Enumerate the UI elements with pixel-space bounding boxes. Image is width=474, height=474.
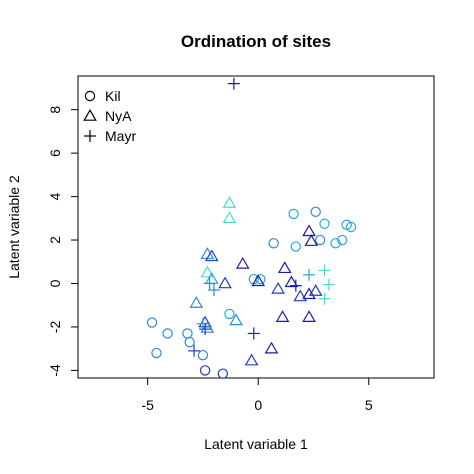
y-tick-label: 4 (47, 192, 63, 200)
point-kil (288, 208, 299, 220)
x-tick-label: -5 (141, 397, 154, 413)
point-mayr (303, 268, 316, 281)
y-tick-label: 0 (47, 279, 63, 287)
point-nya (222, 196, 237, 208)
point-kil (314, 234, 326, 246)
point-nya (189, 296, 204, 308)
point-nya (200, 247, 215, 259)
point-mayr (247, 327, 260, 340)
point-kil (290, 241, 302, 252)
point-mayr (196, 317, 209, 330)
point-nya (235, 256, 250, 269)
y-tick-label: 8 (47, 106, 63, 114)
point-mayr (227, 77, 240, 90)
legend: Kil NyA Mayr (83, 88, 136, 144)
x-tick-label: 5 (365, 397, 373, 413)
legend-label: NyA (105, 108, 132, 124)
legend-triangle-icon (83, 109, 97, 121)
point-kil (330, 238, 341, 249)
point-kil (199, 365, 211, 376)
point-nya (308, 284, 323, 296)
point-kil (151, 347, 162, 359)
data-points (146, 77, 357, 379)
point-mayr (207, 284, 220, 297)
x-axis: -5 0 5 (141, 377, 373, 413)
point-nya (293, 289, 308, 302)
point-nya (229, 313, 243, 326)
legend-plus-icon (84, 130, 96, 142)
point-kil (224, 308, 235, 320)
point-nya (218, 276, 232, 289)
point-nya (277, 261, 292, 274)
point-kil (310, 206, 321, 217)
point-kil (319, 218, 330, 229)
x-axis-label: Latent variable 1 (204, 436, 308, 452)
point-mayr (289, 279, 302, 292)
point-nya (200, 321, 215, 333)
chart-title: Ordination of sites (181, 32, 331, 51)
point-kil (217, 368, 229, 379)
point-nya (302, 224, 316, 237)
legend-label: Kil (105, 88, 121, 104)
point-kil (184, 336, 195, 348)
point-kil (162, 328, 173, 339)
point-kil (337, 234, 348, 246)
point-mayr (318, 264, 331, 277)
point-nya (264, 341, 279, 354)
point-mayr (188, 344, 201, 357)
y-tick-label: 2 (47, 236, 63, 244)
point-nya (284, 275, 299, 288)
y-axis: -4 -2 0 2 4 6 8 (47, 106, 79, 377)
point-kil (345, 221, 357, 233)
y-tick-label: -2 (47, 321, 63, 334)
point-nya (271, 281, 285, 294)
y-tick-label: -4 (47, 364, 63, 377)
point-nya (200, 265, 215, 278)
legend-circle-icon (84, 90, 96, 102)
point-nya (304, 234, 319, 246)
point-mayr (199, 323, 212, 336)
point-nya (302, 310, 316, 322)
point-kil (182, 328, 193, 339)
point-nya (244, 353, 259, 366)
point-kil (146, 317, 158, 328)
point-nya (275, 310, 290, 322)
legend-label: Mayr (105, 128, 136, 144)
point-kil (268, 238, 279, 249)
y-tick-label: 6 (47, 149, 63, 157)
point-nya (251, 274, 266, 287)
point-kil (197, 349, 209, 361)
y-axis-label: Latent variable 2 (6, 175, 22, 279)
point-mayr (203, 277, 216, 290)
point-mayr (318, 292, 331, 305)
point-nya (204, 249, 219, 262)
point-nya (222, 211, 237, 224)
point-nya (302, 287, 316, 300)
point-mayr (322, 278, 335, 291)
x-tick-label: 0 (254, 397, 262, 413)
